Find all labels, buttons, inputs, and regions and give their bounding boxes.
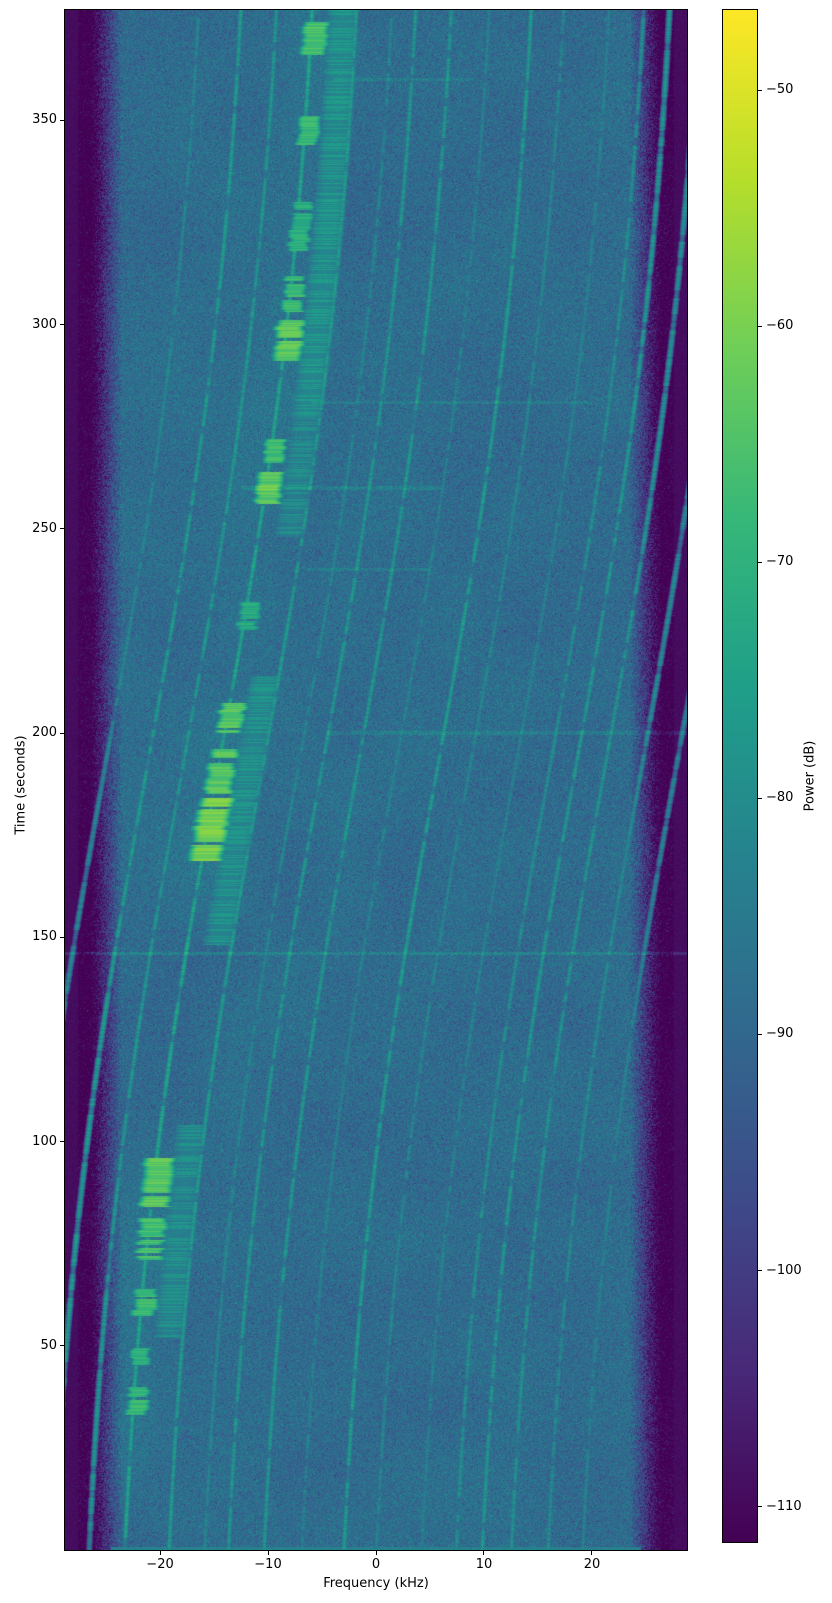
colorbar-tick-mark (758, 1506, 762, 1508)
x-axis-label: Frequency (kHz) (323, 1576, 429, 1591)
y-tick-label: 100 (32, 1133, 57, 1149)
y-tick-label: 200 (32, 725, 57, 741)
y-tick-mark (60, 528, 64, 530)
colorbar-tick-mark (758, 797, 762, 799)
colorbar-tick-label: −60 (766, 318, 794, 334)
x-tick-label: −20 (146, 1557, 174, 1572)
y-tick-label: 50 (40, 1337, 57, 1353)
y-tick-label: 300 (32, 316, 57, 332)
y-tick-mark (60, 936, 64, 938)
x-tick-label: 10 (475, 1557, 493, 1572)
colorbar-tick-mark (758, 561, 762, 563)
colorbar-tick-label: −90 (766, 1026, 794, 1042)
colorbar-tick-label: −100 (766, 1262, 802, 1278)
x-tick-mark (483, 1551, 485, 1555)
colorbar-tick-mark (758, 1033, 762, 1035)
y-tick-label: 350 (32, 112, 57, 128)
colorbar-border (722, 9, 758, 1543)
colorbar-tick-label: −70 (766, 554, 794, 570)
y-tick-mark (60, 119, 64, 121)
y-tick-label: 250 (32, 520, 57, 536)
x-tick-label: −10 (254, 1557, 282, 1572)
y-tick-mark (60, 324, 64, 326)
colorbar-gradient (723, 10, 757, 1542)
colorbar-tick-mark (758, 325, 762, 327)
y-tick-label: 150 (32, 929, 57, 945)
plot-axes-border (64, 9, 688, 1551)
x-tick-mark (267, 1551, 269, 1555)
spectrogram-image (65, 10, 687, 1550)
colorbar-tick-label: −80 (766, 790, 794, 806)
y-tick-mark (60, 1141, 64, 1142)
colorbar-tick-mark (758, 1270, 762, 1272)
y-axis-label: Time (seconds) (13, 735, 29, 835)
colorbar-label: Power (dB) (802, 740, 818, 812)
x-tick-mark (591, 1551, 593, 1555)
colorbar-tick-label: −110 (766, 1498, 802, 1514)
y-tick-mark (60, 1345, 64, 1347)
colorbar-tick-mark (758, 89, 762, 91)
x-tick-label: 0 (371, 1557, 381, 1572)
x-tick-mark (159, 1551, 161, 1555)
colorbar-tick-label: −50 (766, 82, 794, 98)
y-tick-mark (60, 732, 64, 734)
x-tick-label: 20 (583, 1557, 601, 1572)
x-tick-mark (375, 1551, 377, 1555)
